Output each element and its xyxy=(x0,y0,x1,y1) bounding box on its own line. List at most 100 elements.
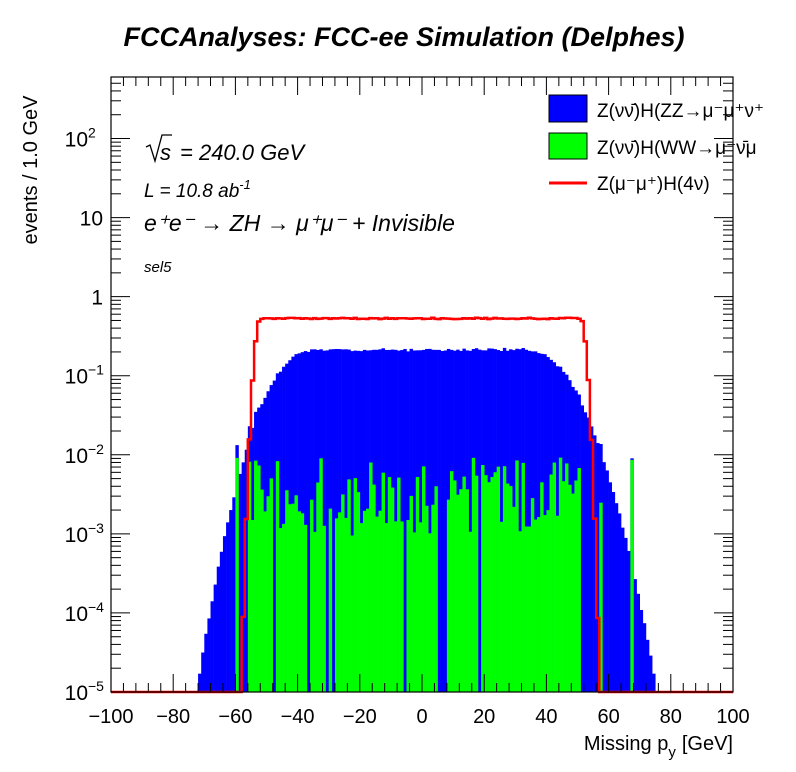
bar-zz xyxy=(602,462,606,692)
bar-ww xyxy=(543,515,547,692)
bar-zz xyxy=(583,412,588,692)
bar-ww xyxy=(468,531,473,692)
bar-ww xyxy=(428,533,432,692)
bar-ww xyxy=(250,520,255,692)
bar-ww xyxy=(269,478,274,692)
bar-zz xyxy=(418,350,423,692)
bar-ww xyxy=(487,482,491,692)
bar-zz xyxy=(627,550,631,692)
bar-ww xyxy=(425,505,429,692)
svg-text:s: s xyxy=(160,140,171,165)
bar-zz xyxy=(400,350,404,692)
bar-ww xyxy=(502,466,507,692)
bar-zz xyxy=(394,349,398,692)
bar-ww xyxy=(558,457,563,692)
bar-ww xyxy=(574,480,578,692)
bar-ww xyxy=(400,521,404,692)
bar-zz xyxy=(437,349,441,692)
series-ww-fill xyxy=(235,457,634,692)
bar-zz xyxy=(477,349,482,692)
bar-zz xyxy=(232,497,236,692)
bar-ww xyxy=(518,531,522,692)
x-tick-label: −80 xyxy=(156,706,190,728)
bar-ww xyxy=(350,535,354,692)
bar-zz xyxy=(313,349,317,692)
bar-ww xyxy=(257,465,261,692)
bar-ww xyxy=(394,521,398,692)
bar-zz xyxy=(241,462,246,692)
bar-zz xyxy=(403,348,407,692)
bar-ww xyxy=(474,475,479,692)
bar-zz xyxy=(621,527,625,692)
bar-ww xyxy=(294,495,298,692)
bar-ww xyxy=(449,471,454,692)
bar-zz xyxy=(589,426,594,692)
bar-ww xyxy=(415,476,420,692)
bar-ww xyxy=(381,472,385,692)
bar-ww xyxy=(291,503,295,692)
bar-ww xyxy=(552,462,557,692)
bar-ww xyxy=(530,498,535,692)
y-tick-label: 10 xyxy=(65,366,88,389)
y-tick-label: 10 xyxy=(80,208,103,231)
bar-zz xyxy=(593,435,597,692)
bar-zz xyxy=(645,639,650,692)
bar-ww xyxy=(521,462,525,692)
bar-ww xyxy=(471,457,476,692)
bar-zz xyxy=(384,349,389,692)
bar-ww xyxy=(384,523,389,692)
bar-ww xyxy=(266,496,270,692)
y-tick-exponent: −5 xyxy=(88,678,104,694)
x-tick-label: 0 xyxy=(416,706,427,728)
bar-ww xyxy=(533,519,538,692)
bar-ww xyxy=(338,512,342,692)
annotation-lumi: L = 10.8 ab-1 xyxy=(144,177,251,202)
bar-ww xyxy=(319,458,323,692)
bar-ww xyxy=(359,523,364,692)
bar-ww xyxy=(387,477,392,692)
legend-swatch-ww xyxy=(548,132,588,160)
bar-ww xyxy=(328,508,333,692)
bar-ww xyxy=(310,499,314,692)
bar-zz xyxy=(596,443,600,692)
bar-zz xyxy=(210,601,214,692)
x-axis: −100 −80 −60 −40 −20 0 20 40 60 80 100 xyxy=(88,77,750,728)
bar-zz xyxy=(331,349,336,692)
bar-ww xyxy=(313,531,317,692)
annotation-selection: sel5 xyxy=(144,259,172,276)
bar-ww xyxy=(537,517,541,692)
bar-ww xyxy=(565,463,569,692)
bar-ww xyxy=(490,477,494,692)
bar-ww xyxy=(434,486,438,692)
bar-ww xyxy=(481,465,485,692)
bar-zz xyxy=(605,470,609,692)
bar-zz xyxy=(527,350,532,692)
x-tick-label: 80 xyxy=(660,706,682,728)
bar-ww xyxy=(285,490,289,692)
bar-zz xyxy=(306,351,311,692)
bar-zz xyxy=(213,584,218,692)
bar-zz xyxy=(636,593,640,692)
bar-ww xyxy=(260,489,264,692)
bar-ww xyxy=(263,511,267,692)
x-tick-label: 20 xyxy=(473,706,495,728)
bar-zz xyxy=(639,609,644,692)
bar-zz xyxy=(238,473,242,692)
x-tick-label: −100 xyxy=(88,706,133,728)
x-tick-label: 40 xyxy=(535,706,557,728)
bar-ww xyxy=(630,459,634,692)
bar-ww xyxy=(465,489,469,692)
bar-ww xyxy=(334,518,339,692)
annotation-sqrt-s: s = 240.0 GeV xyxy=(145,134,306,165)
bar-zz xyxy=(244,449,249,692)
bar-ww xyxy=(288,504,292,692)
bar-zz xyxy=(428,348,432,692)
bar-ww xyxy=(599,502,603,692)
bar-zz xyxy=(586,417,591,692)
bar-ww xyxy=(509,486,513,692)
y-tick-label: 10 xyxy=(65,445,88,468)
bar-ww xyxy=(546,510,550,692)
bar-ww xyxy=(278,528,283,692)
